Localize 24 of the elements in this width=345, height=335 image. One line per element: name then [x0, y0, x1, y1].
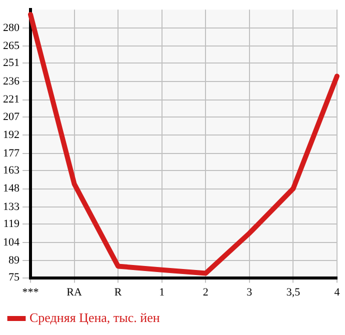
x-tick-label: 3 — [246, 286, 253, 298]
y-tick-label: 207 — [3, 110, 20, 123]
y-tick-label: 265 — [3, 40, 20, 52]
y-tick-label: 75 — [8, 272, 20, 284]
x-tick-label: 1 — [159, 286, 165, 298]
y-tick-label: 192 — [3, 129, 20, 142]
y-tick-label: 280 — [3, 22, 20, 34]
x-tick-label: *** — [22, 286, 39, 298]
y-tick-label: 251 — [3, 57, 20, 70]
y-tick-label: 104 — [3, 236, 20, 248]
y-tick-label: 133 — [3, 200, 20, 213]
y-tick-label: 148 — [3, 182, 20, 195]
legend-label: Средняя Цена, тыс. йен — [30, 310, 160, 325]
x-tick-label: 3,5 — [286, 286, 301, 298]
x-tick-label: 4 — [334, 286, 340, 298]
x-tick-label: R — [114, 286, 122, 298]
x-tick-label: 2 — [202, 286, 208, 298]
x-tick-label: RA — [66, 286, 82, 298]
y-tick-label: 89 — [8, 254, 20, 267]
y-tick-label: 221 — [3, 94, 20, 106]
y-tick-label: 177 — [3, 147, 20, 160]
y-tick-label: 236 — [3, 75, 20, 88]
y-tick-label: 163 — [3, 164, 20, 176]
y-tick-label: 119 — [3, 218, 20, 230]
